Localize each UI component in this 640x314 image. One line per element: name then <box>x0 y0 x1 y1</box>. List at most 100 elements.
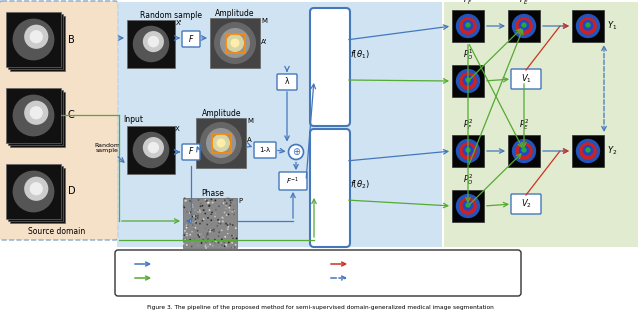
Circle shape <box>210 229 212 231</box>
Circle shape <box>202 239 204 241</box>
Text: $Y_1$: $Y_1$ <box>607 20 617 32</box>
Circle shape <box>207 232 209 234</box>
Circle shape <box>24 101 49 125</box>
Circle shape <box>225 204 227 206</box>
Circle shape <box>184 207 185 208</box>
Circle shape <box>214 239 216 241</box>
Circle shape <box>197 210 199 212</box>
Circle shape <box>522 22 527 28</box>
Text: F: F <box>189 148 193 156</box>
Circle shape <box>195 222 197 224</box>
Circle shape <box>207 229 208 231</box>
Circle shape <box>184 200 186 202</box>
Circle shape <box>194 238 195 240</box>
Circle shape <box>185 239 187 241</box>
Circle shape <box>223 242 225 243</box>
Bar <box>452 10 484 42</box>
Circle shape <box>29 106 43 119</box>
Circle shape <box>232 246 234 248</box>
Circle shape <box>225 223 227 224</box>
Bar <box>452 190 484 222</box>
Bar <box>211 133 230 153</box>
Circle shape <box>214 242 216 244</box>
Circle shape <box>199 234 200 236</box>
Circle shape <box>219 203 221 205</box>
Text: M: M <box>261 18 267 24</box>
FancyBboxPatch shape <box>182 144 200 160</box>
Circle shape <box>186 211 188 213</box>
Circle shape <box>203 209 205 211</box>
Circle shape <box>522 147 527 153</box>
Circle shape <box>225 236 226 238</box>
Circle shape <box>205 237 207 239</box>
Circle shape <box>184 197 186 199</box>
FancyBboxPatch shape <box>511 69 541 89</box>
Circle shape <box>235 244 237 246</box>
Circle shape <box>186 244 188 246</box>
Bar <box>572 10 604 42</box>
Circle shape <box>132 132 169 168</box>
Circle shape <box>212 202 214 203</box>
FancyBboxPatch shape <box>254 142 276 158</box>
Circle shape <box>586 22 591 28</box>
Circle shape <box>143 31 164 52</box>
Bar <box>6 12 61 67</box>
Circle shape <box>191 221 193 223</box>
Circle shape <box>576 14 600 38</box>
Bar <box>117 2 442 247</box>
Circle shape <box>195 215 196 217</box>
Text: Loss supervision: Loss supervision <box>353 273 416 283</box>
Circle shape <box>182 235 184 236</box>
Circle shape <box>197 213 198 215</box>
Circle shape <box>185 200 187 202</box>
Circle shape <box>213 229 215 230</box>
Bar <box>210 18 260 68</box>
Circle shape <box>211 229 212 231</box>
Circle shape <box>460 72 477 90</box>
FancyBboxPatch shape <box>310 129 350 247</box>
Circle shape <box>188 222 189 224</box>
Circle shape <box>460 17 477 35</box>
Bar <box>452 135 484 167</box>
Circle shape <box>195 227 196 229</box>
Circle shape <box>222 221 224 222</box>
Bar <box>452 65 484 97</box>
Circle shape <box>189 220 191 222</box>
Circle shape <box>207 240 209 241</box>
Circle shape <box>576 139 600 163</box>
Circle shape <box>189 200 191 202</box>
Circle shape <box>202 219 204 221</box>
Circle shape <box>220 28 250 58</box>
Circle shape <box>518 20 529 31</box>
Circle shape <box>218 205 220 207</box>
Circle shape <box>219 246 221 247</box>
Circle shape <box>209 243 211 245</box>
Circle shape <box>206 128 236 158</box>
Circle shape <box>191 231 193 233</box>
Circle shape <box>206 234 207 236</box>
Circle shape <box>212 134 230 152</box>
Circle shape <box>148 36 159 47</box>
Text: Input: Input <box>123 115 143 123</box>
Circle shape <box>205 245 206 247</box>
Circle shape <box>184 221 186 223</box>
Circle shape <box>215 209 217 211</box>
Circle shape <box>191 242 193 244</box>
Circle shape <box>579 17 596 35</box>
Circle shape <box>230 202 232 203</box>
Circle shape <box>24 177 49 201</box>
Circle shape <box>197 211 199 213</box>
Circle shape <box>205 199 206 201</box>
Bar <box>225 34 244 52</box>
Text: $P_O^1$: $P_O^1$ <box>463 47 474 62</box>
Circle shape <box>13 19 54 60</box>
Text: D: D <box>68 186 76 196</box>
Circle shape <box>218 235 220 237</box>
Circle shape <box>211 215 212 217</box>
Circle shape <box>230 39 239 47</box>
Text: $V_1$: $V_1$ <box>520 73 531 85</box>
Text: ⊕: ⊕ <box>292 147 300 157</box>
Text: A: A <box>247 137 252 143</box>
Circle shape <box>189 212 191 214</box>
Text: $f(\theta_2)$: $f(\theta_2)$ <box>350 179 370 191</box>
